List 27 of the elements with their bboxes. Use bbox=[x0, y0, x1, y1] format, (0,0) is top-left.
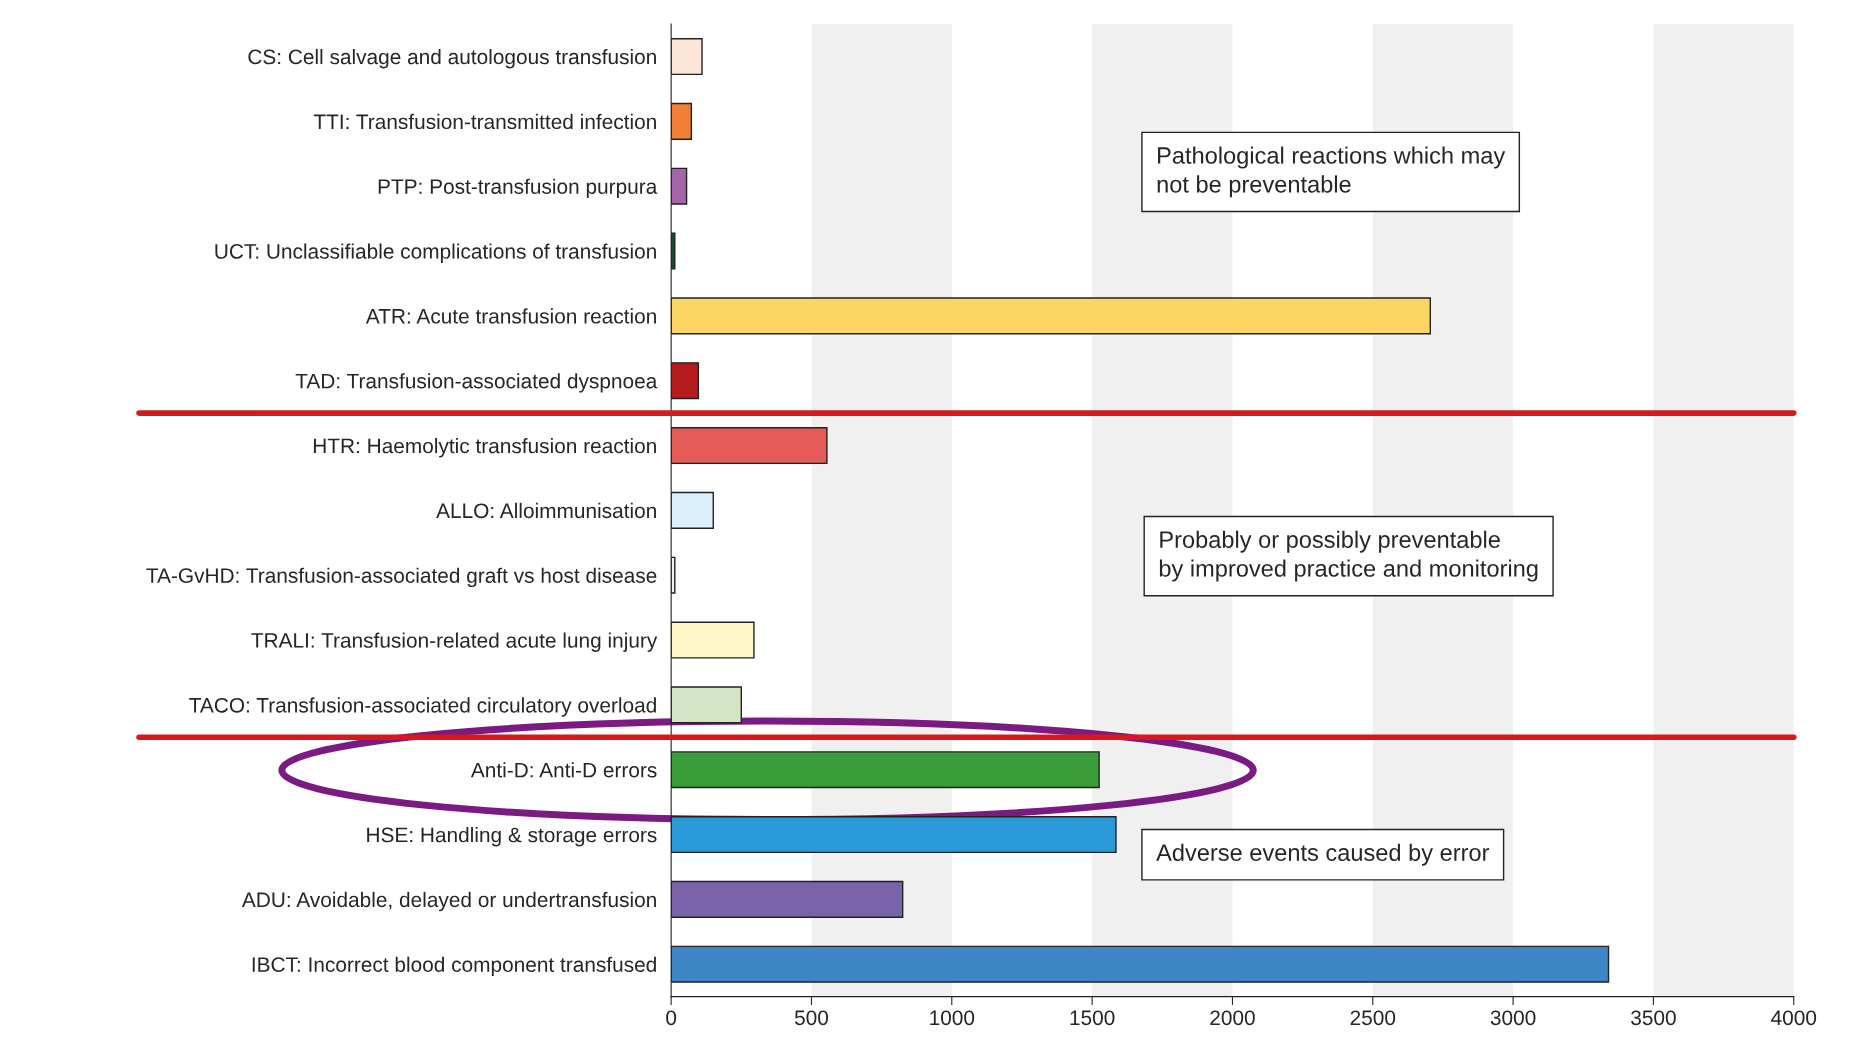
y-tick-label: TACO: Transfusion-associated circulatory overload bbox=[189, 697, 656, 717]
x-tick-label: 0 bbox=[666, 1010, 677, 1026]
y-tick-label: CS: Cell salvage and autologous transfusion bbox=[248, 48, 656, 69]
y-tick-label: ADU: Avoidable, delayed or undertransfusion bbox=[241, 891, 656, 912]
x-tick-label: 2000 bbox=[1210, 1010, 1255, 1026]
y-tick-label: TRALI: Transfusion-related acute lung injury bbox=[251, 632, 658, 652]
annotation: Adverse events caused by error bbox=[1156, 843, 1490, 866]
y-tick-label: HTR: Haemolytic transfusion reaction bbox=[313, 437, 656, 458]
y-tick-label: IBCT: Incorrect blood component transfused bbox=[252, 956, 656, 977]
x-tick-label: 3000 bbox=[1490, 1010, 1536, 1026]
y-tick-label: Anti-D: Anti-D errors bbox=[470, 762, 657, 778]
x-tick-label: 1500 bbox=[1070, 1010, 1115, 1026]
x-tick-label: 2500 bbox=[1350, 1010, 1396, 1026]
annotation: Probably or possibly preventable by improved practice and monitoring bbox=[1159, 530, 1538, 582]
y-tick-label: UCT: Unclassifiable complications of transfusion bbox=[215, 243, 656, 263]
y-tick-label: HSE: Handling & storage errors bbox=[367, 827, 657, 847]
x-tick-label: 3500 bbox=[1631, 1010, 1676, 1026]
y-tick-label: ATR: Acute transfusion reaction bbox=[365, 308, 656, 324]
y-tick-label: PTP: Post-transfusion purpura bbox=[378, 178, 658, 199]
annotation: Pathological reactions which may not be preventable bbox=[1157, 146, 1506, 198]
y-tick-label: TAD: Transfusion-associated dyspnoea bbox=[295, 373, 658, 393]
y-tick-label: TA-GvHD: Transfusion-associated graft vs host disease bbox=[146, 567, 657, 588]
x-tick-label: 500 bbox=[794, 1010, 829, 1026]
x-tick-label: 4000 bbox=[1771, 1010, 1817, 1026]
x-tick-label: 1000 bbox=[930, 1010, 975, 1026]
y-tick-label: ALLO: Alloimmunisation bbox=[436, 502, 656, 519]
y-tick-label: TTI: Transfusion-transmitted infection bbox=[313, 113, 656, 130]
